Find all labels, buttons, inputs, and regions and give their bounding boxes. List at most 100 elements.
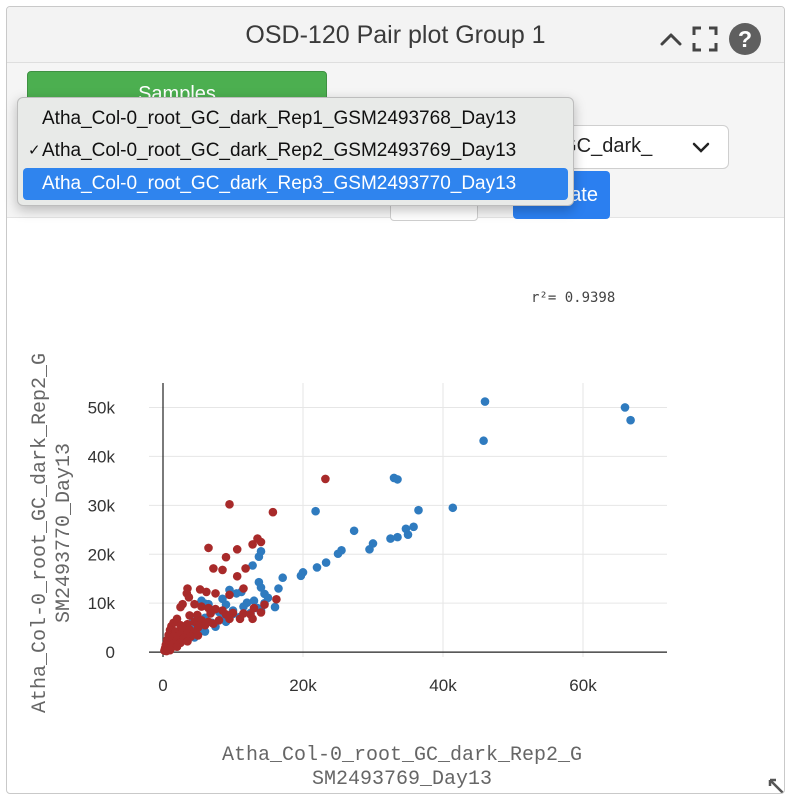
collapse-chevron-icon[interactable] [660, 32, 682, 46]
blue-data-point [312, 563, 322, 572]
blue-data-point [409, 522, 418, 532]
blue-data-point [311, 506, 320, 516]
blue-data-point [626, 415, 635, 425]
blue-data-point [270, 602, 280, 612]
y-tick-label: 50k [88, 398, 116, 417]
blue-data-point [365, 545, 374, 554]
red-data-point [268, 507, 278, 517]
blue-data-point [333, 549, 343, 559]
red-data-point [197, 602, 206, 611]
y-axis-title-line-2: SM2493770_Day13 [53, 442, 76, 624]
chevron-down-icon [692, 142, 710, 153]
x-axis-title-line-1: Atha_Col-0_root_GC_dark_Rep2_G [221, 744, 583, 767]
blue-data-point [393, 475, 402, 484]
red-data-point [256, 608, 266, 617]
r-squared-annotation: r²= 0.9398 [531, 290, 616, 306]
y-tick-label: 0 [106, 643, 115, 662]
red-data-point [209, 564, 218, 573]
dropdown-option-label: Atha_Col-0_root_GC_dark_Rep1_GSM2493768_… [42, 108, 517, 129]
red-data-point [256, 537, 266, 547]
x-tick-label: 20k [289, 676, 317, 695]
red-data-point [235, 614, 245, 624]
blue-data-point [248, 561, 257, 570]
blue-data-point [448, 503, 458, 513]
sample-dropdown-menu: Atha_Col-0_root_GC_dark_Rep1_GSM2493768_… [17, 97, 574, 206]
red-data-point [190, 599, 199, 609]
red-data-point [211, 589, 220, 598]
red-data-point [225, 590, 234, 600]
y-tick-label: 10k [88, 594, 116, 613]
blue-data-point [254, 552, 264, 561]
red-data-point [184, 593, 194, 602]
panel-header: OSD-120 Pair plot Group 1 ? [7, 7, 784, 63]
red-data-point [321, 474, 330, 484]
red-data-point [272, 594, 281, 604]
y-tick-label: 40k [88, 447, 116, 466]
sample-select-value: _GC_dark_ [550, 135, 653, 157]
red-data-point [165, 645, 175, 655]
x-tick-label: 0 [158, 676, 167, 695]
blue-data-point [414, 505, 423, 515]
blue-data-point [480, 397, 490, 406]
red-data-point [232, 545, 242, 554]
svg-text:?: ? [738, 26, 752, 52]
red-data-point [260, 600, 269, 609]
red-data-point [204, 543, 213, 553]
sample-select[interactable]: _GC_dark_ [543, 125, 729, 169]
help-icon[interactable]: ? [728, 22, 762, 56]
update-button-label: ate [570, 184, 598, 206]
header-icons: ? [660, 22, 762, 56]
red-data-point [225, 614, 234, 624]
blue-data-point [278, 573, 288, 583]
red-data-point [218, 565, 227, 575]
red-data-point [249, 603, 259, 613]
blue-data-point [296, 571, 306, 581]
blue-data-point [401, 524, 411, 534]
red-data-point [239, 584, 248, 593]
red-data-point [209, 619, 218, 629]
y-tick-label: 30k [88, 496, 116, 515]
blue-data-point [479, 436, 488, 446]
red-data-point [172, 642, 182, 652]
blue-data-point [254, 577, 264, 587]
red-data-point [200, 620, 210, 630]
x-axis-title: Atha_Col-0_root_GC_dark_Rep2_G SM2493769… [177, 744, 627, 792]
red-data-point [225, 500, 234, 509]
red-data-point [176, 602, 185, 612]
blue-data-point [349, 526, 359, 536]
blue-data-point [232, 589, 241, 598]
y-tick-label: 20k [88, 545, 116, 564]
y-axis-title-line-1: Atha_Col-0_root_GC_dark_Rep2_G [29, 352, 52, 714]
blue-data-point [393, 532, 402, 542]
red-data-point [248, 614, 257, 624]
dropdown-option-rep3[interactable]: Atha_Col-0_root_GC_dark_Rep3_GSM2493770_… [23, 168, 568, 200]
panel-title: OSD-120 Pair plot Group 1 [245, 21, 546, 49]
blue-data-point [321, 558, 331, 567]
red-data-point [202, 587, 211, 597]
red-data-point [248, 540, 257, 549]
fullscreen-icon[interactable] [692, 26, 718, 52]
dropdown-option-rep1[interactable]: Atha_Col-0_root_GC_dark_Rep1_GSM2493768_… [23, 103, 568, 135]
dropdown-option-label: Atha_Col-0_root_GC_dark_Rep2_GSM2493769_… [42, 140, 517, 161]
red-data-point [232, 571, 242, 581]
x-tick-label: 60k [569, 676, 597, 695]
blue-data-point [620, 403, 630, 412]
blue-data-point [274, 584, 283, 593]
blue-data-point [386, 534, 395, 543]
red-data-point [183, 637, 192, 646]
y-axis-title: Atha_Col-0_root_GC_dark_Rep2_G SM2493770… [29, 323, 77, 743]
resize-handle-icon[interactable] [767, 777, 784, 793]
blue-data-point [249, 596, 259, 606]
x-axis-title-line-2: SM2493769_Day13 [311, 768, 493, 791]
x-tick-label: 40k [429, 676, 457, 695]
dropdown-option-rep2[interactable]: ✓ Atha_Col-0_root_GC_dark_Rep2_GSM249376… [23, 135, 568, 167]
red-data-point [185, 611, 194, 620]
blue-data-point [242, 598, 252, 607]
scatter-plot: 0 10k 20k 30k 40k 50k 0 20k 40k 60k [88, 383, 667, 695]
red-data-point [206, 609, 215, 618]
red-data-point [193, 631, 203, 640]
dropdown-option-label: Atha_Col-0_root_GC_dark_Rep3_GSM2493770_… [42, 173, 517, 194]
dropdown-option-check: ✓ [28, 142, 41, 159]
red-data-point [221, 552, 231, 562]
blue-data-point [263, 593, 273, 603]
